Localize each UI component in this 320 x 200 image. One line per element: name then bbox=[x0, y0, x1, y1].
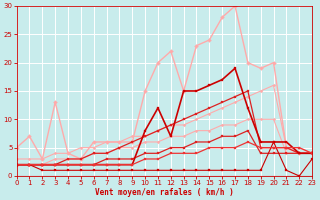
X-axis label: Vent moyen/en rafales ( km/h ): Vent moyen/en rafales ( km/h ) bbox=[95, 188, 234, 197]
